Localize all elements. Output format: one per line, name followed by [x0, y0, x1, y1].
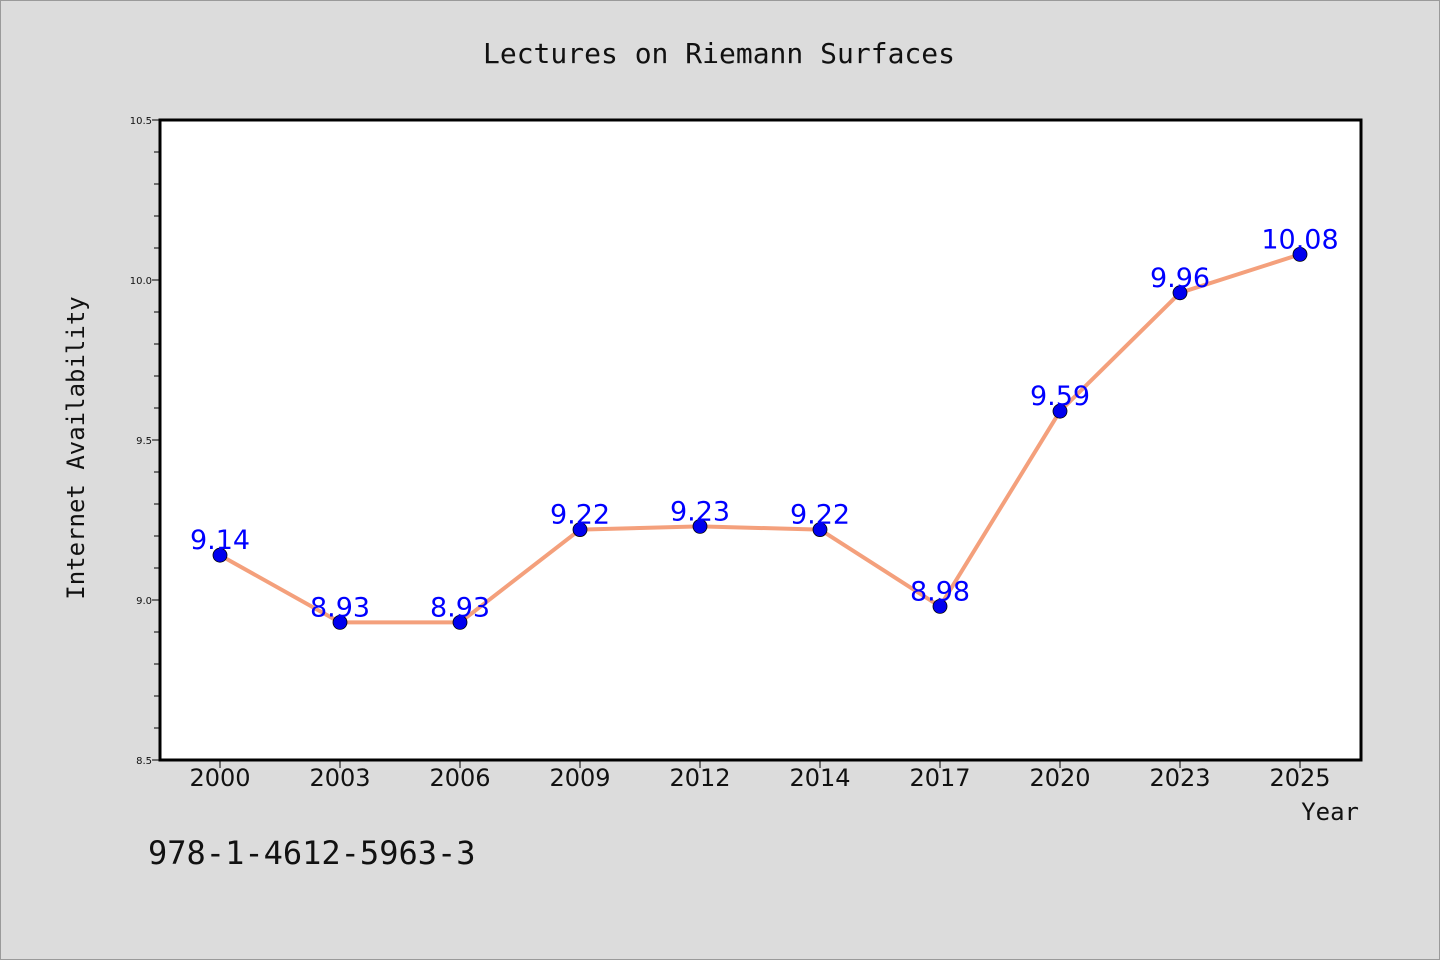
data-point	[212, 547, 228, 563]
x-tick-label: 2023	[1149, 764, 1210, 792]
x-tick-label: 2017	[909, 764, 970, 792]
x-tick-label: 2020	[1029, 764, 1090, 792]
x-tick-label: 2025	[1269, 764, 1330, 792]
data-point	[572, 522, 588, 537]
x-tick-label: 2000	[189, 764, 250, 792]
data-label: 9.22	[550, 500, 610, 531]
data-label-group: 9.14 8.93 8.93 9.22 9.23 9.22 8.98 9.59 9.96 10.0…	[190, 224, 1339, 623]
data-label: 9.14	[190, 525, 250, 556]
data-point	[1052, 403, 1068, 419]
data-label: 8.93	[430, 592, 490, 623]
series-line	[219, 252, 1301, 625]
y-tick-label: 9.5	[136, 436, 152, 447]
series-line-group	[219, 252, 1301, 625]
data-label: 10.08	[1261, 224, 1338, 255]
x-tick-label: 2009	[549, 764, 610, 792]
data-point	[332, 615, 348, 630]
x-tick-label: 2012	[669, 764, 730, 792]
data-label: 8.93	[310, 592, 370, 623]
data-label: 9.59	[1030, 381, 1090, 412]
data-point	[812, 522, 828, 537]
x-tick-label: 2006	[429, 764, 490, 792]
x-tick-label: 2014	[789, 764, 850, 792]
data-point	[1292, 246, 1308, 262]
y-tick-label: 10.0	[130, 276, 152, 287]
x-axis-label: Year	[1301, 798, 1359, 826]
y-axis: 8.5 9.0 9.5 10.0 10.5	[130, 116, 160, 767]
y-axis-label: Internet Availability	[62, 296, 90, 599]
y-tick-label: 8.5	[136, 756, 152, 767]
chart-title: Lectures on Riemann Surfaces	[483, 37, 955, 70]
x-axis: 2000 2003 2006 2009 2012 2014 2017 2020 2023 2025	[189, 760, 1331, 792]
marker-group	[212, 246, 1308, 630]
data-point	[932, 599, 948, 614]
y-tick-label: 10.5	[130, 116, 152, 127]
y-tick-label: 9.0	[136, 596, 152, 607]
isbn-label: 978-1-4612-5963-3	[148, 834, 476, 872]
x-tick-label: 2003	[309, 764, 370, 792]
data-point	[1172, 285, 1188, 301]
data-label: 8.98	[910, 576, 970, 607]
data-point	[452, 615, 468, 630]
data-label: 9.23	[670, 496, 730, 527]
data-point	[692, 519, 708, 534]
plot-area	[160, 120, 1361, 760]
data-label: 9.22	[790, 500, 850, 531]
data-label: 9.96	[1150, 263, 1210, 294]
plot-border	[158, 118, 1363, 762]
